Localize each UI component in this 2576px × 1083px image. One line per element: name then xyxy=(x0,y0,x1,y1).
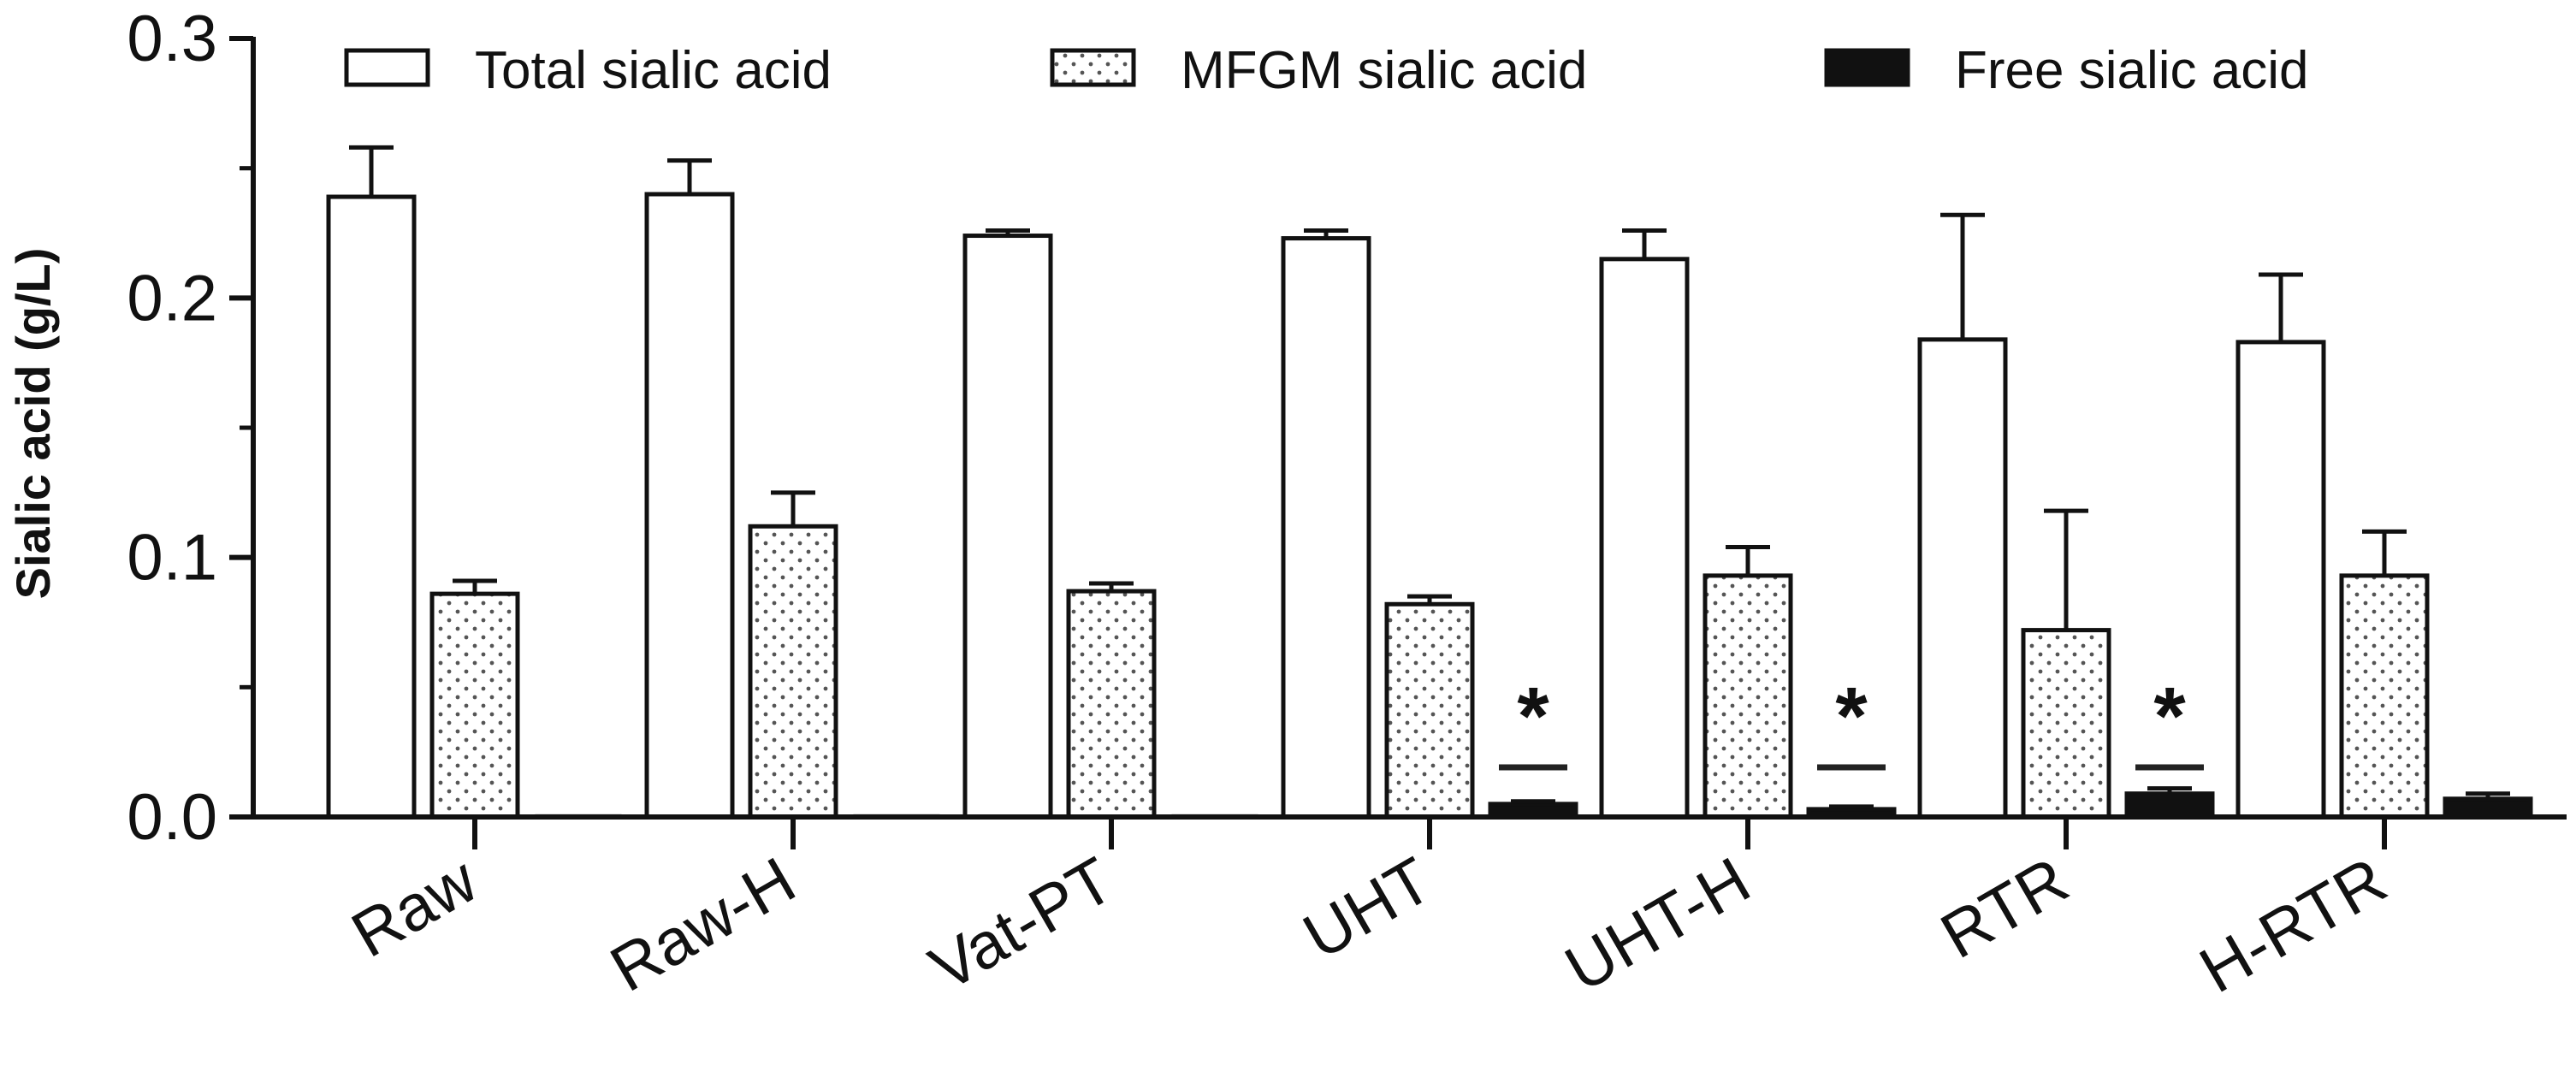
legend-swatch-mfgm-sialic-acid xyxy=(1050,48,1136,87)
x-tick-label-vat-pt: Vat-PT xyxy=(918,843,1125,1005)
bar-mfgm-sialic-acid-rtr xyxy=(2021,628,2111,820)
plot-area: * * * xyxy=(326,145,2533,820)
x-tick-label-uht-h: UHT-H xyxy=(1554,843,1762,1006)
y-tick-label: 0.2 xyxy=(127,262,217,334)
bar-free-sialic-acid-rtr xyxy=(2124,791,2215,820)
bar-mfgm-sialic-acid-raw-h xyxy=(748,524,838,820)
bar-mfgm-sialic-acid-h-rtr xyxy=(2339,573,2430,820)
bar-mfgm-sialic-acid-vat-pt xyxy=(1066,589,1157,820)
y-tick-label: 0.0 xyxy=(127,781,217,854)
bar-total-sialic-acid-uht xyxy=(1281,236,1371,820)
x-tick-label-raw: Raw xyxy=(340,843,489,972)
y-tick-label: 0.1 xyxy=(127,522,217,595)
legend-label-mfgm-sialic-acid: MFGM sialic acid xyxy=(1181,41,1587,100)
bar-total-sialic-acid-raw-h xyxy=(644,192,735,820)
bar-total-sialic-acid-rtr xyxy=(1917,337,2008,820)
y-axis-title: Sialic acid (g/L) xyxy=(6,248,60,600)
bar-mfgm-sialic-acid-uht xyxy=(1384,601,1475,820)
legend-swatch-total-sialic-acid xyxy=(344,48,430,87)
x-tick-label-h-rtr: H-RTR xyxy=(2188,843,2398,1007)
significance-marker-rtr: * xyxy=(2153,671,2186,762)
bar-total-sialic-acid-h-rtr xyxy=(2235,340,2326,820)
legend: Total sialic acid MFGM sialic acid Free si… xyxy=(344,41,2308,100)
bar-mfgm-sialic-acid-raw xyxy=(429,591,520,820)
legend-label-free-sialic-acid: Free sialic acid xyxy=(1955,41,2308,100)
bar-total-sialic-acid-uht-h xyxy=(1599,257,1690,820)
bar-total-sialic-acid-vat-pt xyxy=(962,234,1053,820)
legend-swatch-free-sialic-acid xyxy=(1824,48,1910,87)
significance-marker-uht: * xyxy=(1517,671,1549,762)
x-tick-label-raw-h: Raw-H xyxy=(599,843,808,1006)
y-tick-label: 0.3 xyxy=(127,3,217,75)
x-axis: Raw Raw-H Vat-PT UHT UHT-H RTR H-RTR xyxy=(253,814,2567,1007)
bar-mfgm-sialic-acid-uht-h xyxy=(1703,573,1793,820)
x-tick-label-uht: UHT xyxy=(1292,843,1444,974)
y-axis: 0.0 0.1 0.2 0.3 xyxy=(127,3,256,854)
legend-label-total-sialic-acid: Total sialic acid xyxy=(475,41,832,100)
x-tick-label-rtr: RTR xyxy=(1929,843,2081,973)
bar-free-sialic-acid-h-rtr xyxy=(2443,796,2533,820)
bar-total-sialic-acid-raw xyxy=(326,194,417,820)
significance-marker-uht-h: * xyxy=(1835,671,1868,762)
